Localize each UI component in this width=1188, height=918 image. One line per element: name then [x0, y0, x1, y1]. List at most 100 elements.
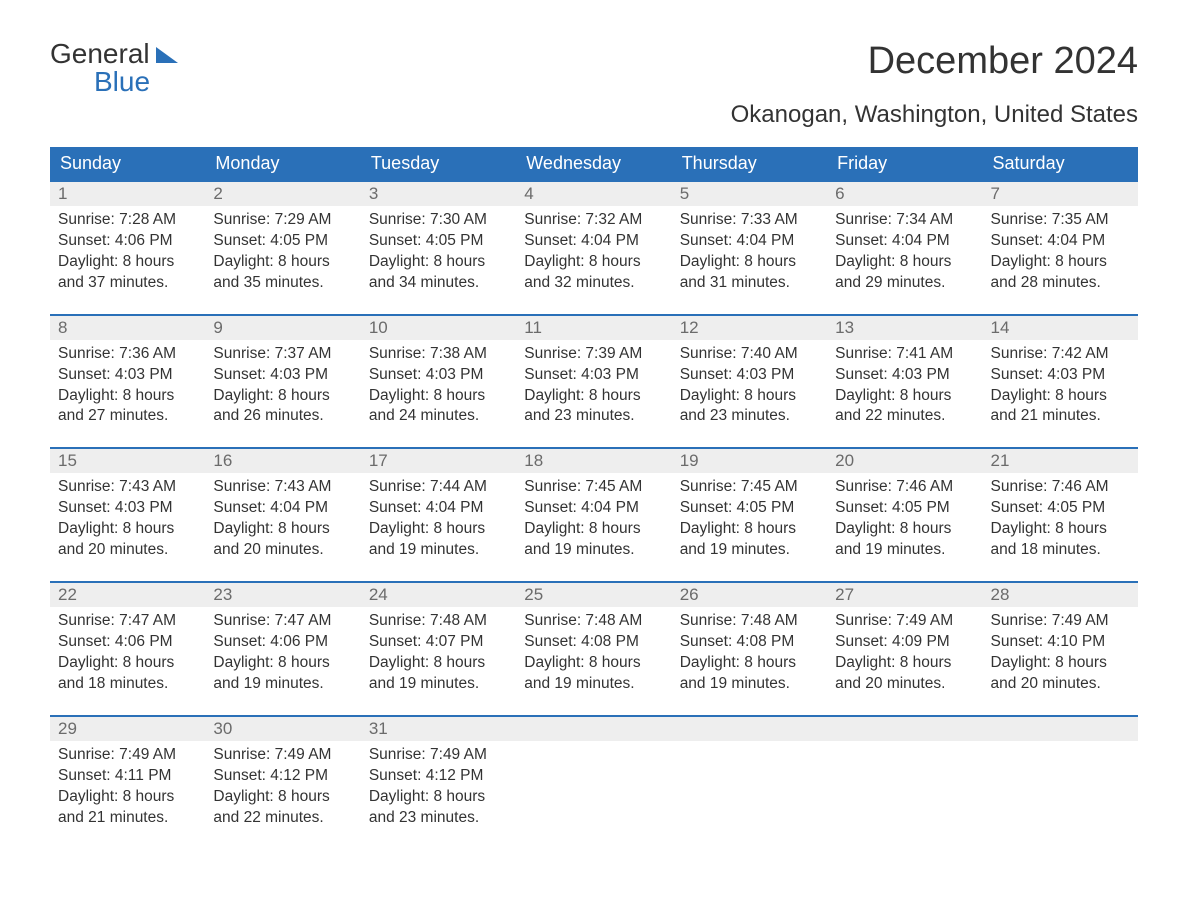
- day-number: 1: [50, 182, 205, 206]
- day-number: 6: [827, 182, 982, 206]
- day-number: 23: [205, 583, 360, 607]
- dl1-text: Daylight: 8 hours: [835, 386, 974, 407]
- sunset-text: Sunset: 4:05 PM: [991, 498, 1130, 519]
- dl2-text: and 19 minutes.: [213, 674, 352, 695]
- sunrise-text: Sunrise: 7:33 AM: [680, 210, 819, 231]
- dl1-text: Daylight: 8 hours: [991, 386, 1130, 407]
- sunset-text: Sunset: 4:05 PM: [213, 231, 352, 252]
- sunrise-text: Sunrise: 7:49 AM: [369, 745, 508, 766]
- sunset-text: Sunset: 4:04 PM: [680, 231, 819, 252]
- day-cell: Sunrise: 7:34 AMSunset: 4:04 PMDaylight:…: [827, 206, 982, 294]
- dl1-text: Daylight: 8 hours: [369, 252, 508, 273]
- day-cell: Sunrise: 7:49 AMSunset: 4:10 PMDaylight:…: [983, 607, 1138, 695]
- dl2-text: and 23 minutes.: [524, 406, 663, 427]
- sunset-text: Sunset: 4:08 PM: [524, 632, 663, 653]
- day-cell: Sunrise: 7:37 AMSunset: 4:03 PMDaylight:…: [205, 340, 360, 428]
- weekday-label: Monday: [205, 147, 360, 180]
- day-cell: Sunrise: 7:36 AMSunset: 4:03 PMDaylight:…: [50, 340, 205, 428]
- dl2-text: and 18 minutes.: [58, 674, 197, 695]
- dl1-text: Daylight: 8 hours: [58, 653, 197, 674]
- calendar: Sunday Monday Tuesday Wednesday Thursday…: [50, 147, 1138, 828]
- sunset-text: Sunset: 4:03 PM: [58, 365, 197, 386]
- sunset-text: Sunset: 4:06 PM: [213, 632, 352, 653]
- dl2-text: and 37 minutes.: [58, 273, 197, 294]
- detail-row: Sunrise: 7:28 AMSunset: 4:06 PMDaylight:…: [50, 206, 1138, 294]
- day-cell: Sunrise: 7:35 AMSunset: 4:04 PMDaylight:…: [983, 206, 1138, 294]
- day-cell: [827, 741, 982, 829]
- day-cell: Sunrise: 7:49 AMSunset: 4:11 PMDaylight:…: [50, 741, 205, 829]
- day-number: 26: [672, 583, 827, 607]
- sunset-text: Sunset: 4:09 PM: [835, 632, 974, 653]
- day-cell: Sunrise: 7:43 AMSunset: 4:04 PMDaylight:…: [205, 473, 360, 561]
- daynum-row: 15161718192021: [50, 449, 1138, 473]
- sunset-text: Sunset: 4:05 PM: [835, 498, 974, 519]
- dl2-text: and 20 minutes.: [58, 540, 197, 561]
- brand-flag-icon: [156, 47, 178, 63]
- dl2-text: and 19 minutes.: [835, 540, 974, 561]
- day-number: 15: [50, 449, 205, 473]
- day-cell: Sunrise: 7:48 AMSunset: 4:08 PMDaylight:…: [516, 607, 671, 695]
- day-number: [827, 717, 982, 741]
- dl2-text: and 34 minutes.: [369, 273, 508, 294]
- dl2-text: and 22 minutes.: [835, 406, 974, 427]
- sunrise-text: Sunrise: 7:30 AM: [369, 210, 508, 231]
- day-number: 7: [983, 182, 1138, 206]
- sunset-text: Sunset: 4:05 PM: [680, 498, 819, 519]
- dl2-text: and 21 minutes.: [58, 808, 197, 829]
- detail-row: Sunrise: 7:49 AMSunset: 4:11 PMDaylight:…: [50, 741, 1138, 829]
- day-number: [516, 717, 671, 741]
- day-number: 5: [672, 182, 827, 206]
- day-number: 20: [827, 449, 982, 473]
- sunrise-text: Sunrise: 7:32 AM: [524, 210, 663, 231]
- dl2-text: and 32 minutes.: [524, 273, 663, 294]
- dl2-text: and 26 minutes.: [213, 406, 352, 427]
- dl1-text: Daylight: 8 hours: [835, 252, 974, 273]
- day-cell: Sunrise: 7:41 AMSunset: 4:03 PMDaylight:…: [827, 340, 982, 428]
- day-cell: Sunrise: 7:32 AMSunset: 4:04 PMDaylight:…: [516, 206, 671, 294]
- sunrise-text: Sunrise: 7:49 AM: [835, 611, 974, 632]
- day-number: 29: [50, 717, 205, 741]
- day-number: 21: [983, 449, 1138, 473]
- dl2-text: and 35 minutes.: [213, 273, 352, 294]
- dl1-text: Daylight: 8 hours: [213, 519, 352, 540]
- detail-row: Sunrise: 7:43 AMSunset: 4:03 PMDaylight:…: [50, 473, 1138, 561]
- sunrise-text: Sunrise: 7:42 AM: [991, 344, 1130, 365]
- sunrise-text: Sunrise: 7:40 AM: [680, 344, 819, 365]
- day-number: 10: [361, 316, 516, 340]
- dl2-text: and 20 minutes.: [835, 674, 974, 695]
- day-number: [672, 717, 827, 741]
- dl1-text: Daylight: 8 hours: [58, 519, 197, 540]
- dl1-text: Daylight: 8 hours: [369, 386, 508, 407]
- dl2-text: and 28 minutes.: [991, 273, 1130, 294]
- sunset-text: Sunset: 4:07 PM: [369, 632, 508, 653]
- brand-line1: General: [50, 40, 150, 68]
- dl1-text: Daylight: 8 hours: [991, 519, 1130, 540]
- dl1-text: Daylight: 8 hours: [369, 653, 508, 674]
- dl2-text: and 29 minutes.: [835, 273, 974, 294]
- dl2-text: and 31 minutes.: [680, 273, 819, 294]
- sunset-text: Sunset: 4:05 PM: [369, 231, 508, 252]
- dl2-text: and 19 minutes.: [369, 674, 508, 695]
- day-cell: Sunrise: 7:40 AMSunset: 4:03 PMDaylight:…: [672, 340, 827, 428]
- sunrise-text: Sunrise: 7:49 AM: [991, 611, 1130, 632]
- day-cell: Sunrise: 7:29 AMSunset: 4:05 PMDaylight:…: [205, 206, 360, 294]
- sunset-text: Sunset: 4:08 PM: [680, 632, 819, 653]
- day-cell: Sunrise: 7:39 AMSunset: 4:03 PMDaylight:…: [516, 340, 671, 428]
- dl2-text: and 22 minutes.: [213, 808, 352, 829]
- daynum-row: 22232425262728: [50, 583, 1138, 607]
- day-number: 8: [50, 316, 205, 340]
- day-number: [983, 717, 1138, 741]
- day-number: 28: [983, 583, 1138, 607]
- dl2-text: and 23 minutes.: [369, 808, 508, 829]
- sunset-text: Sunset: 4:03 PM: [991, 365, 1130, 386]
- day-cell: Sunrise: 7:49 AMSunset: 4:12 PMDaylight:…: [205, 741, 360, 829]
- day-number: 2: [205, 182, 360, 206]
- dl2-text: and 21 minutes.: [991, 406, 1130, 427]
- sunset-text: Sunset: 4:12 PM: [369, 766, 508, 787]
- dl1-text: Daylight: 8 hours: [58, 386, 197, 407]
- day-number: 22: [50, 583, 205, 607]
- sunset-text: Sunset: 4:04 PM: [369, 498, 508, 519]
- dl1-text: Daylight: 8 hours: [213, 252, 352, 273]
- sunset-text: Sunset: 4:03 PM: [835, 365, 974, 386]
- dl1-text: Daylight: 8 hours: [991, 653, 1130, 674]
